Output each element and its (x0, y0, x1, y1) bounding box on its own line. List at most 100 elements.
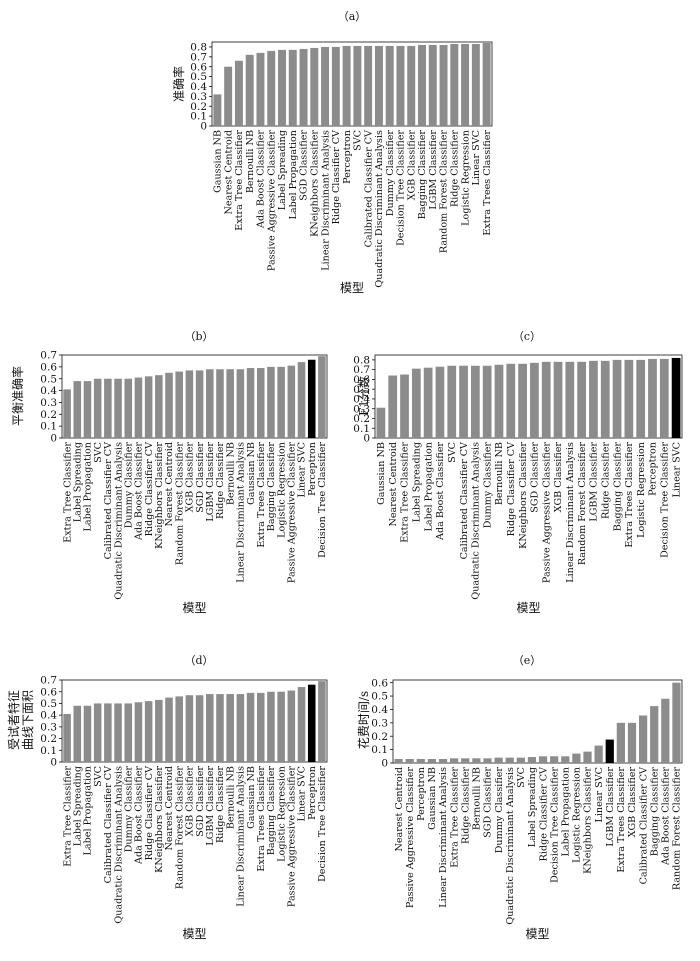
bar (213, 94, 222, 126)
x-tick-label: Ridge Classifier (600, 442, 611, 519)
bar (175, 696, 183, 762)
bar (494, 364, 504, 438)
bar (624, 359, 634, 438)
bar (461, 758, 470, 763)
bar (472, 758, 481, 763)
x-tick-label: Extra Trees Classifier (616, 767, 627, 873)
plot-frame (61, 679, 328, 763)
x-tick-label: Linear SVC (297, 766, 308, 822)
bar (577, 361, 587, 438)
bar (482, 365, 492, 438)
bar (516, 757, 525, 763)
y-tick-label: 0.7 (353, 364, 370, 376)
y-tick-label: 0.3 (371, 717, 388, 729)
x-tick-label: Ada Boost Classifier (435, 442, 446, 541)
bar (63, 713, 71, 762)
bar (297, 687, 306, 762)
x-axis-label: 模型 (525, 927, 549, 941)
bar (659, 358, 669, 438)
x-tick-label: Nearest Centroid (394, 767, 405, 852)
x-tick-label: Label Spreading (72, 442, 83, 522)
x-tick-label: KNeighbors Classifier (583, 767, 594, 874)
bar (470, 365, 480, 438)
y-tick-label: 0.4 (371, 704, 388, 716)
y-tick-label: 0.4 (40, 710, 57, 722)
x-tick-label: Bernoulli NB (225, 442, 236, 505)
x-tick-label: Quadratic Discriminant Analysis (113, 766, 124, 924)
x-tick-label: Gaussian NB (427, 767, 438, 830)
chart-title: （c） (513, 330, 541, 343)
bar (416, 758, 425, 763)
bar (234, 60, 243, 126)
bar (114, 378, 122, 438)
x-tick-label: Perceptron (416, 767, 427, 821)
bar (73, 705, 82, 762)
y-tick-label: 0.1 (40, 745, 57, 757)
y-tick-label: 0.1 (190, 111, 207, 123)
x-tick-label: KNeighbors Classifier (154, 766, 165, 873)
bar (104, 703, 112, 762)
bar (124, 378, 133, 438)
x-tick-label: XGB Classifier (185, 766, 196, 837)
x-tick-label: Random Forest Classifier (439, 130, 450, 254)
bar (483, 758, 492, 763)
bar (374, 45, 383, 126)
y-tick-label: 0.4 (353, 394, 370, 406)
bar (73, 381, 82, 438)
bar (506, 363, 516, 438)
bar (134, 702, 143, 762)
y-tick-label: 0 (50, 757, 57, 769)
y-tick-label: 0 (50, 433, 57, 445)
bar (278, 49, 286, 126)
bar (471, 43, 480, 126)
x-tick-label: Bernoulli NB (472, 767, 483, 830)
x-tick-label: Perceptron (307, 442, 318, 496)
bar (297, 362, 306, 438)
y-axis-label: 花费时间/s (356, 691, 371, 749)
x-tick-label: Linear Discriminant Analysis (236, 442, 247, 583)
bar (394, 758, 403, 763)
bar (224, 66, 233, 126)
x-tick-label: Ridge Classifier CV (538, 766, 549, 861)
bar (494, 757, 503, 763)
y-tick-label: 0 (381, 758, 388, 770)
x-tick-label: Logistic Regression (636, 442, 647, 538)
bar (165, 372, 173, 438)
y-tick-label: 0.8 (190, 42, 207, 54)
bar (418, 44, 426, 126)
x-tick-label: Passive Aggressive Classifier (266, 130, 277, 271)
bar (267, 366, 275, 438)
x-tick-label: Ridge Classifier CV (506, 441, 517, 536)
x-tick-label: SVC (93, 766, 104, 787)
y-tick-label: 0.3 (353, 403, 370, 415)
bar (318, 681, 326, 762)
bar (236, 369, 245, 438)
x-tick-label: Calibrated Classifier CV (363, 129, 374, 247)
bar (583, 751, 592, 763)
x-tick-label: Bagging Classifier (417, 130, 428, 220)
y-tick-label: 0.3 (40, 397, 57, 409)
x-tick-label: KNeighbors Classifier (310, 130, 321, 237)
x-tick-label: Passive Aggressive Classifier (287, 442, 298, 583)
bar (411, 368, 421, 438)
x-tick-label: Gaussian NB (376, 442, 387, 505)
x-tick-label: Extra Tree Classifier (62, 442, 73, 543)
bar (318, 356, 326, 438)
bar (206, 369, 214, 438)
bar (195, 695, 204, 762)
x-axis-label: 模型 (182, 601, 206, 615)
x-tick-label: Dummy Classifier (494, 767, 505, 854)
x-tick-label: SVC (447, 442, 458, 463)
bar (565, 361, 575, 438)
x-tick-label: Calibrated Classifier CV (103, 441, 114, 559)
x-tick-label: SGD Classifier (195, 442, 206, 513)
bar (427, 758, 437, 763)
x-tick-label: Logistic Regression (276, 766, 287, 862)
x-tick-label: Gaussian NB (213, 130, 224, 193)
bar (256, 368, 265, 438)
bar (124, 703, 133, 762)
bar (277, 366, 285, 438)
x-tick-label: Extra Trees Classifier (256, 442, 267, 548)
y-tick-label: 0 (200, 121, 207, 133)
